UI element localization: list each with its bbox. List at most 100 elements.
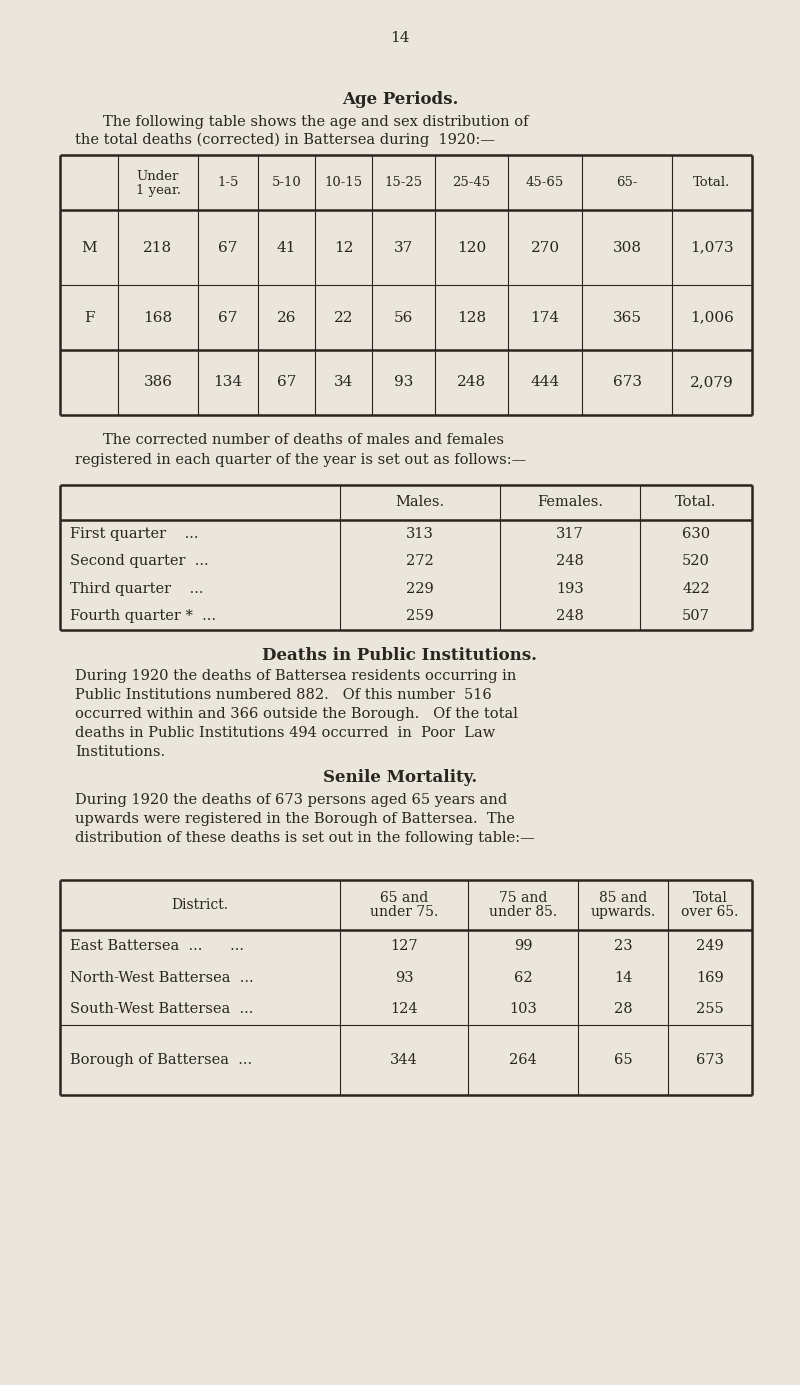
Text: 272: 272 bbox=[406, 554, 434, 568]
Text: East Battersea  ...      ...: East Battersea ... ... bbox=[70, 939, 244, 953]
Text: 259: 259 bbox=[406, 609, 434, 623]
Text: 120: 120 bbox=[457, 241, 486, 255]
Text: upwards.: upwards. bbox=[590, 904, 656, 920]
Text: Institutions.: Institutions. bbox=[75, 745, 165, 759]
Text: occurred within and 366 outside the Borough.   Of the total: occurred within and 366 outside the Boro… bbox=[75, 706, 518, 722]
Text: 10-15: 10-15 bbox=[325, 176, 362, 188]
Text: Under: Under bbox=[137, 170, 179, 183]
Text: 25-45: 25-45 bbox=[453, 176, 490, 188]
Text: 365: 365 bbox=[613, 310, 642, 324]
Text: 34: 34 bbox=[334, 375, 353, 389]
Text: 15-25: 15-25 bbox=[385, 176, 422, 188]
Text: 99: 99 bbox=[514, 939, 532, 953]
Text: 26: 26 bbox=[277, 310, 296, 324]
Text: Males.: Males. bbox=[395, 496, 445, 510]
Text: 124: 124 bbox=[390, 1003, 418, 1017]
Text: Deaths in Public Institutions.: Deaths in Public Institutions. bbox=[262, 647, 538, 663]
Text: Females.: Females. bbox=[537, 496, 603, 510]
Text: 28: 28 bbox=[614, 1003, 632, 1017]
Text: over 65.: over 65. bbox=[682, 904, 738, 920]
Text: 65-: 65- bbox=[616, 176, 638, 188]
Text: the total deaths (corrected) in Battersea during  1920:—: the total deaths (corrected) in Batterse… bbox=[75, 133, 495, 147]
Text: Senile Mortality.: Senile Mortality. bbox=[323, 770, 477, 787]
Text: Second quarter  ...: Second quarter ... bbox=[70, 554, 209, 568]
Text: 264: 264 bbox=[509, 1053, 537, 1066]
Text: 93: 93 bbox=[394, 971, 414, 985]
Text: 37: 37 bbox=[394, 241, 413, 255]
Text: 103: 103 bbox=[509, 1003, 537, 1017]
Text: 67: 67 bbox=[277, 375, 296, 389]
Text: 168: 168 bbox=[143, 310, 173, 324]
Text: 386: 386 bbox=[143, 375, 173, 389]
Text: 174: 174 bbox=[530, 310, 559, 324]
Text: 169: 169 bbox=[696, 971, 724, 985]
Text: During 1920 the deaths of Battersea residents occurring in: During 1920 the deaths of Battersea resi… bbox=[75, 669, 516, 683]
Text: South-West Battersea  ...: South-West Battersea ... bbox=[70, 1003, 254, 1017]
Text: 317: 317 bbox=[556, 526, 584, 540]
Text: 1,006: 1,006 bbox=[690, 310, 734, 324]
Text: 12: 12 bbox=[334, 241, 354, 255]
Text: 520: 520 bbox=[682, 554, 710, 568]
Text: 134: 134 bbox=[214, 375, 242, 389]
Text: 344: 344 bbox=[390, 1053, 418, 1066]
Text: 248: 248 bbox=[556, 554, 584, 568]
Text: 65: 65 bbox=[614, 1053, 632, 1066]
Text: 5-10: 5-10 bbox=[272, 176, 302, 188]
Text: Age Periods.: Age Periods. bbox=[342, 91, 458, 108]
Text: 45-65: 45-65 bbox=[526, 176, 564, 188]
Text: deaths in Public Institutions 494 occurred  in  Poor  Law: deaths in Public Institutions 494 occurr… bbox=[75, 726, 495, 740]
Text: Total: Total bbox=[693, 891, 727, 904]
Text: 193: 193 bbox=[556, 582, 584, 596]
Text: 14: 14 bbox=[614, 971, 632, 985]
Text: The following table shows the age and sex distribution of: The following table shows the age and se… bbox=[103, 115, 529, 129]
Text: Public Institutions numbered 882.   Of this number  516: Public Institutions numbered 882. Of thi… bbox=[75, 688, 492, 702]
Text: 630: 630 bbox=[682, 526, 710, 540]
Text: 14: 14 bbox=[390, 30, 410, 44]
Text: 229: 229 bbox=[406, 582, 434, 596]
Text: 75 and: 75 and bbox=[499, 891, 547, 904]
Text: 2,079: 2,079 bbox=[690, 375, 734, 389]
Text: under 85.: under 85. bbox=[489, 904, 557, 920]
Text: During 1920 the deaths of 673 persons aged 65 years and: During 1920 the deaths of 673 persons ag… bbox=[75, 794, 507, 807]
Text: Third quarter    ...: Third quarter ... bbox=[70, 582, 203, 596]
Text: District.: District. bbox=[171, 897, 229, 911]
Text: upwards were registered in the Borough of Battersea.  The: upwards were registered in the Borough o… bbox=[75, 812, 514, 825]
Text: 249: 249 bbox=[696, 939, 724, 953]
Text: 41: 41 bbox=[277, 241, 296, 255]
Text: 218: 218 bbox=[143, 241, 173, 255]
Text: 23: 23 bbox=[614, 939, 632, 953]
Text: 673: 673 bbox=[613, 375, 642, 389]
Text: distribution of these deaths is set out in the following table:—: distribution of these deaths is set out … bbox=[75, 831, 534, 845]
Text: 65 and: 65 and bbox=[380, 891, 428, 904]
Text: 127: 127 bbox=[390, 939, 418, 953]
Text: 308: 308 bbox=[613, 241, 642, 255]
Text: 255: 255 bbox=[696, 1003, 724, 1017]
Text: registered in each quarter of the year is set out as follows:—: registered in each quarter of the year i… bbox=[75, 453, 526, 467]
Text: under 75.: under 75. bbox=[370, 904, 438, 920]
Text: 62: 62 bbox=[514, 971, 532, 985]
Text: 56: 56 bbox=[394, 310, 413, 324]
Text: First quarter    ...: First quarter ... bbox=[70, 526, 198, 540]
Text: North-West Battersea  ...: North-West Battersea ... bbox=[70, 971, 254, 985]
Text: 248: 248 bbox=[556, 609, 584, 623]
Text: 673: 673 bbox=[696, 1053, 724, 1066]
Text: 22: 22 bbox=[334, 310, 354, 324]
Text: 1 year.: 1 year. bbox=[135, 184, 181, 197]
Text: 67: 67 bbox=[218, 310, 238, 324]
Text: 248: 248 bbox=[457, 375, 486, 389]
Text: Borough of Battersea  ...: Borough of Battersea ... bbox=[70, 1053, 252, 1066]
Text: 128: 128 bbox=[457, 310, 486, 324]
Text: 1-5: 1-5 bbox=[218, 176, 238, 188]
Text: F: F bbox=[84, 310, 94, 324]
Text: 422: 422 bbox=[682, 582, 710, 596]
Text: 444: 444 bbox=[530, 375, 560, 389]
Text: 313: 313 bbox=[406, 526, 434, 540]
Text: 507: 507 bbox=[682, 609, 710, 623]
Text: M: M bbox=[81, 241, 97, 255]
Text: 93: 93 bbox=[394, 375, 413, 389]
Text: 67: 67 bbox=[218, 241, 238, 255]
Text: 85 and: 85 and bbox=[599, 891, 647, 904]
Text: The corrected number of deaths of males and females: The corrected number of deaths of males … bbox=[103, 434, 504, 447]
Text: Total.: Total. bbox=[675, 496, 717, 510]
Text: 270: 270 bbox=[530, 241, 559, 255]
